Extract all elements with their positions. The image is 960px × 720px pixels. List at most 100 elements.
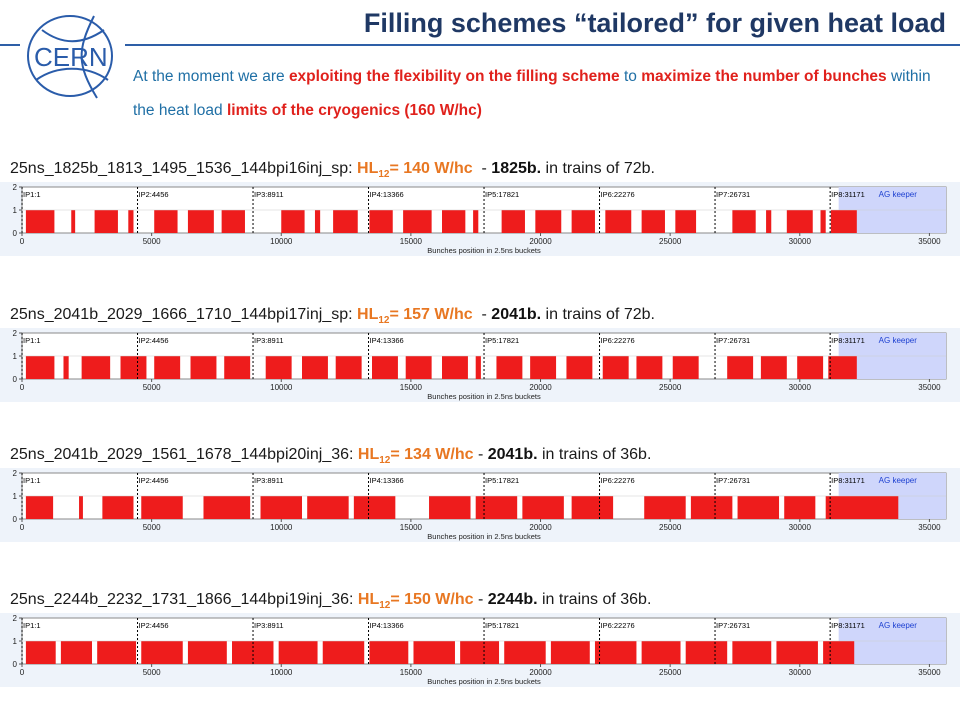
bunch-train [60,641,92,664]
ip-label: IP2:4456 [139,190,169,199]
bunch-train [63,356,69,379]
separator: - [473,591,488,608]
bunch-train [25,210,55,233]
bunch-train [571,496,614,519]
bunch-train [265,356,292,379]
bunch-train [732,641,772,664]
bunch-train [128,210,134,233]
ip-label: IP3:8911 [254,476,283,485]
bunch-train [496,356,523,379]
ip-label: IP1:1 [23,476,41,485]
bunch-train [727,356,754,379]
bunch-train [81,356,111,379]
x-tick-label: 35000 [918,237,941,246]
intro-text: At the moment we are exploiting the flex… [133,60,943,128]
bunch-train [636,356,663,379]
y-tick-label: 0 [13,375,18,384]
bunch-train [784,496,816,519]
bunch-train [473,210,479,233]
x-tick-label: 30000 [789,383,812,392]
y-tick-label: 1 [13,492,18,501]
x-tick-label: 0 [20,523,25,532]
x-tick-label: 10000 [270,383,293,392]
bunch-train [203,496,251,519]
bunch-train [25,496,54,519]
ip-label: IP6:22276 [601,190,635,199]
bunch-train [828,356,857,379]
bunch-train [566,356,593,379]
bunch-train [475,356,481,379]
bunch-train [333,210,358,233]
filling-plot-svg: AG keeper IP1:1 IP2:4456 IP3:8911 IP4:13366 I… [13,614,947,686]
x-axis-label: Bunches position in 2.5ns buckets [427,392,541,401]
x-tick-label: 25000 [659,237,682,246]
x-tick-label: 0 [20,383,25,392]
bunch-train [690,496,733,519]
ip-label: IP2:4456 [139,336,169,345]
x-tick-label: 20000 [529,668,552,677]
filling-plot: AG keeper IP1:1 IP2:4456 IP3:8911 IP4:13366 I… [0,613,960,687]
ip-label: IP3:8911 [254,190,283,199]
x-tick-label: 25000 [659,383,682,392]
ip-label: IP7:26731 [716,190,750,199]
x-tick-label: 15000 [400,523,423,532]
bunch-train [820,210,826,233]
cern-logo: CERN [27,15,113,99]
bunch-train [413,641,455,664]
abort-gap-label: AG keeper [879,476,918,485]
x-tick-label: 20000 [529,383,552,392]
bunch-train [102,496,134,519]
filling-plot: AG keeper IP1:1 IP2:4456 IP3:8911 IP4:13366 I… [0,468,960,542]
ip-label: IP1:1 [23,190,41,199]
ip-label: IP5:17821 [485,336,519,345]
bunch-train [372,356,398,379]
bunch-train [825,496,899,519]
y-tick-label: 0 [13,229,18,238]
x-tick-label: 15000 [400,237,423,246]
train-length: in trains of 36b. [537,446,652,463]
scheme-name: 25ns_2041b_2029_1666_1710_144bpi17inj_sp… [10,306,353,323]
bunch-train [97,641,137,664]
y-tick-label: 0 [13,660,18,669]
bunch-train [353,496,396,519]
x-tick-label: 10000 [270,237,293,246]
x-tick-label: 10000 [270,523,293,532]
slide-title: Filling schemes “tailored” for given hea… [363,8,946,38]
ip-label: IP6:22276 [601,336,635,345]
y-tick-label: 0 [13,515,18,524]
x-tick-label: 10000 [270,668,293,677]
ip-label: IP7:26731 [716,476,750,485]
bunch-train [302,356,328,379]
bunch-train [641,641,681,664]
bunch-train [71,210,76,233]
train-length: in trains of 72b. [541,306,655,323]
ip-label: IP3:8911 [254,621,283,630]
bunch-train [475,496,518,519]
bunch-count: 2041b. [487,446,538,463]
bunch-train [79,496,83,519]
ip-label: IP1:1 [23,336,41,345]
y-tick-label: 1 [13,352,18,361]
bunch-train [732,210,756,233]
intro-segment: within the heat load [133,68,931,119]
bunch-train [460,641,500,664]
ip-label: IP8:31171 [831,476,865,485]
bunch-train [221,210,245,233]
filling-plot-svg: AG keeper IP1:1 IP2:4456 IP3:8911 IP4:13366 I… [13,469,947,541]
y-tick-label: 1 [13,206,18,215]
separator: - [472,160,492,177]
ip-label: IP8:31171 [831,336,865,345]
x-tick-label: 5000 [143,668,161,677]
y-tick-label: 2 [13,469,18,478]
ip-label: IP4:13366 [370,336,404,345]
bunch-train [535,210,562,233]
bunch-train [786,210,813,233]
heat-load-label: HL12= 150 W/hc [357,591,474,612]
ip-label: IP1:1 [23,621,41,630]
bunch-train [232,641,274,664]
cern-logo-text: CERN [34,42,108,72]
bunch-train [737,496,780,519]
x-tick-label: 20000 [529,523,552,532]
x-tick-label: 30000 [789,523,812,532]
y-tick-label: 2 [13,329,18,338]
